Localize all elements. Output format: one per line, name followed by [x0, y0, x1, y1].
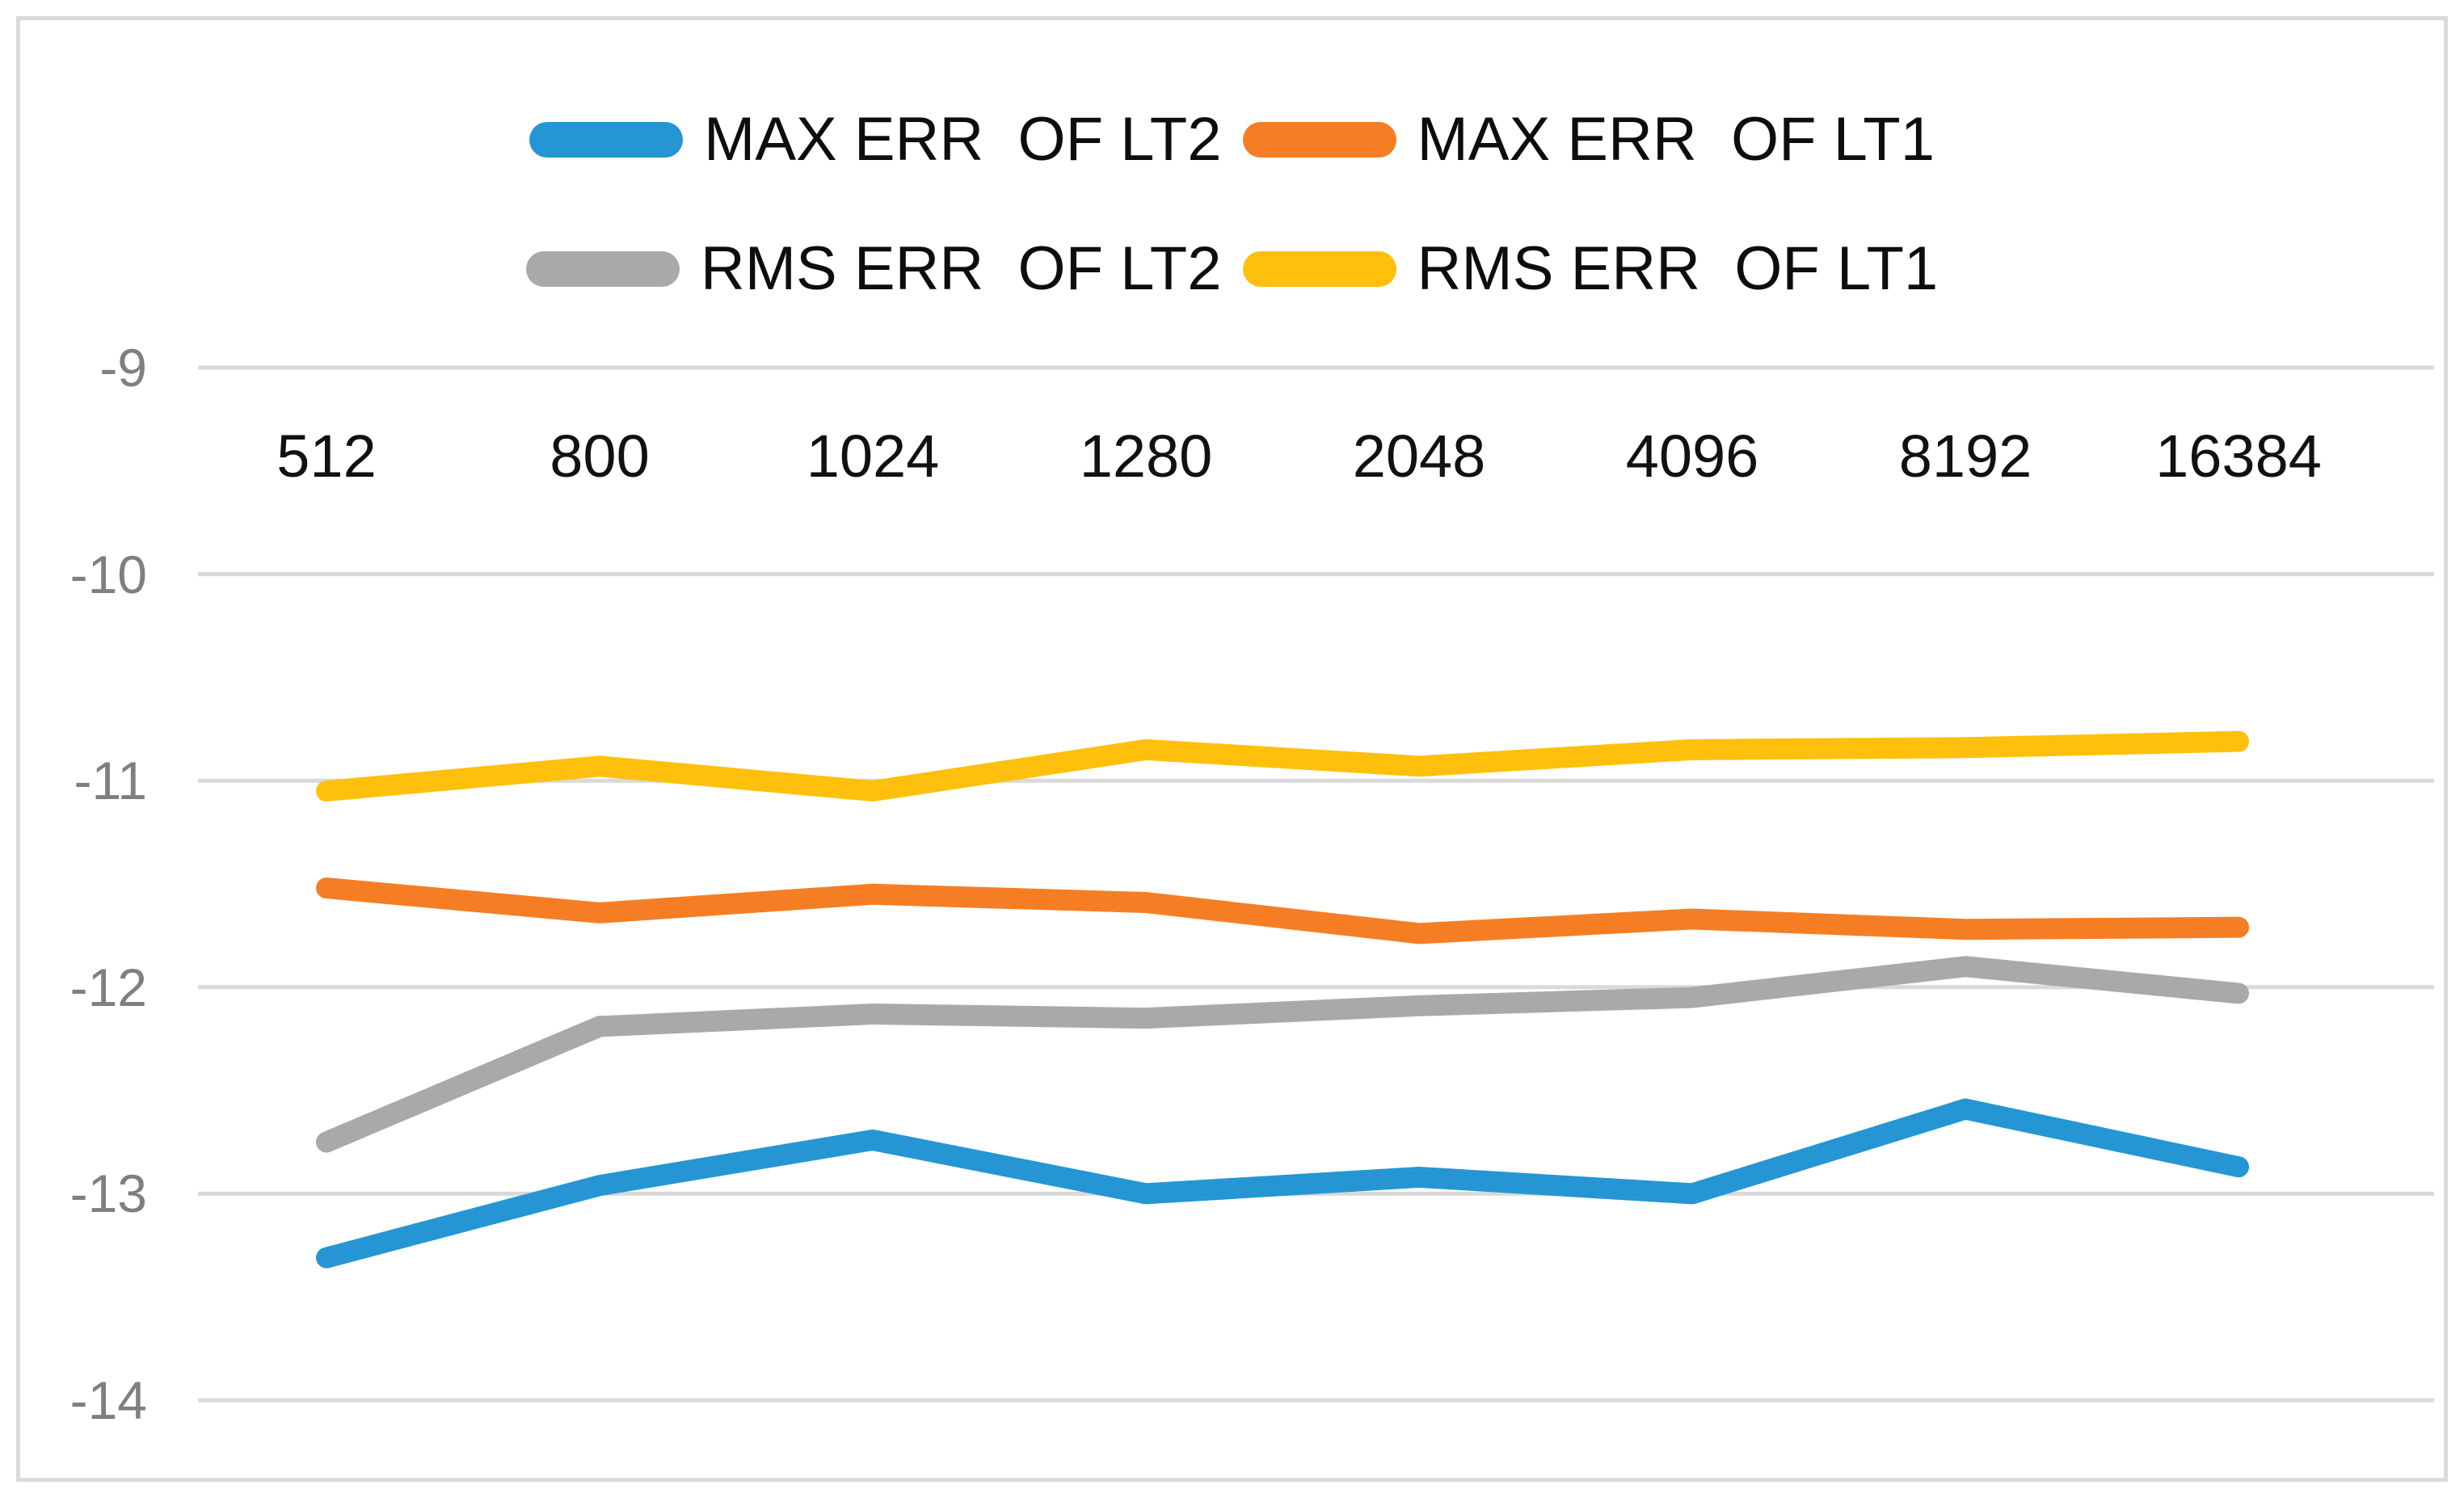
x-axis-category-label: 4096 [1625, 423, 1759, 490]
series-line-rms-err-of-lt1 [316, 730, 2249, 802]
legend-label: RMS ERR OF LT2 [700, 234, 1222, 303]
legend-item-rms-err-of-lt2: RMS ERR OF LT2 [525, 225, 1222, 313]
y-axis-tick-label: -14 [69, 1370, 147, 1430]
legend-label: RMS ERR OF LT1 [1417, 234, 1939, 303]
legend-label: MAX ERR OF LT1 [1417, 105, 1935, 174]
x-axis-category-label: 800 [550, 423, 650, 490]
legend-swatch [1242, 122, 1396, 158]
legend-swatch [1242, 251, 1396, 287]
legend: MAX ERR OF LT2 MAX ERR OF LT1 RMS ERR OF … [0, 95, 2464, 313]
legend-item-max-err-of-lt2: MAX ERR OF LT2 [529, 95, 1222, 184]
legend-row-2: RMS ERR OF LT2 RMS ERR OF LT1 [525, 225, 1939, 313]
legend-item-max-err-of-lt1: MAX ERR OF LT1 [1242, 95, 1935, 184]
series-line-max-err-of-lt2 [316, 1098, 2249, 1269]
legend-swatch [529, 122, 684, 158]
x-axis-category-label: 8192 [1898, 423, 2032, 490]
x-axis-category-label: 1280 [1079, 423, 1213, 490]
y-axis-tick-label: -9 [99, 338, 147, 398]
chart-border [16, 16, 2448, 1482]
y-axis-tick-label: -11 [74, 751, 148, 811]
x-axis-category-label: 2048 [1352, 423, 1486, 490]
x-axis-category-label: 512 [276, 423, 377, 490]
y-axis-tick-label: -12 [69, 957, 147, 1017]
x-axis-category-label: 1024 [806, 423, 940, 490]
y-axis-tick-label: -13 [69, 1163, 147, 1224]
legend-item-rms-err-of-lt1: RMS ERR OF LT1 [1242, 225, 1939, 313]
legend-label: MAX ERR OF LT2 [704, 105, 1222, 174]
series-line-max-err-of-lt1 [316, 877, 2249, 945]
y-axis-tick-label: -10 [69, 544, 147, 604]
legend-swatch [525, 251, 680, 287]
legend-row-1: MAX ERR OF LT2 MAX ERR OF LT1 [529, 95, 1935, 184]
x-axis-category-label: 16384 [2155, 423, 2322, 490]
series-line-rms-err-of-lt2 [316, 956, 2249, 1153]
